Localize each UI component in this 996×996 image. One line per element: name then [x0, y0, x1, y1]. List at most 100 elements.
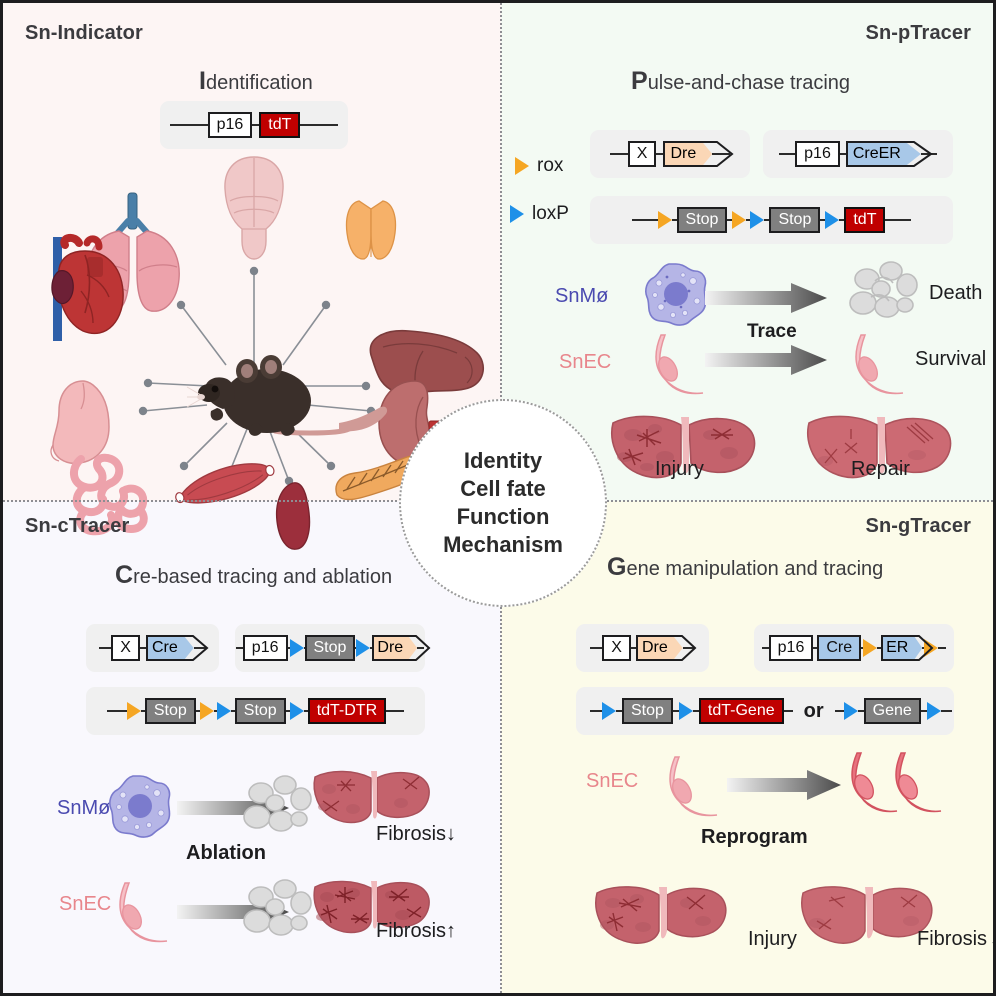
cassette-p-p16-creer: p16 CreER — [763, 130, 953, 178]
gene-box-stop-2: Stop — [769, 207, 821, 233]
cassette-g-x-dre: X Dre — [576, 624, 709, 672]
legend-rox: rox — [515, 155, 563, 177]
cells-snec-reprogrammed-icon — [851, 752, 942, 813]
heading-gene-manipulation-cap: G — [607, 553, 627, 581]
legend-rox-label: rox — [537, 155, 564, 176]
center-line-4: Mechanism — [443, 532, 563, 558]
organ-spleen — [275, 482, 311, 550]
reprogram-arrow-icon — [727, 770, 841, 800]
label-snmo-ptracer: SnMø — [555, 285, 609, 307]
loxp-triangle-icon — [825, 211, 840, 229]
rox-triangle-icon — [657, 211, 672, 229]
gene-pent-creer-label: CreER — [852, 145, 901, 162]
gene-box-x: X — [627, 141, 657, 167]
gene-box-cre-g: Cre — [817, 635, 862, 661]
trace-arrow-2-icon — [705, 345, 827, 375]
cell-snec-survival-icon — [855, 334, 904, 395]
organ-brain — [224, 156, 284, 260]
gene-pent-dre: Dre — [663, 141, 735, 167]
label-injury-gtracer: Injury — [748, 928, 797, 950]
gene-pent-er: ER — [881, 635, 934, 661]
gene-box-p16-c: p16 — [242, 635, 288, 661]
loxp-triangle-icon — [843, 702, 858, 720]
gene-box-stop-c3: Stop — [234, 698, 286, 724]
gene-pent-cre-label: Cre — [151, 639, 178, 656]
heading-identification: Identification — [199, 67, 313, 96]
loxp-triangle-icon — [926, 702, 941, 720]
heading-pulse-chase: Pulse-and-chase tracing — [631, 67, 850, 96]
trace-arrow-1-icon — [705, 283, 827, 313]
organ-thyroid — [345, 200, 397, 260]
cassette-c-p16-dre: p16 Stop Dre — [235, 624, 431, 672]
cassette-indicator: p16 tdT — [160, 101, 348, 149]
heading-pulse-chase-cap: P — [631, 67, 648, 95]
label-fibrosis-down: Fibrosis↓ — [376, 823, 456, 846]
heading-identification-cap: I — [199, 67, 206, 95]
liver-fibrosis-up-icon — [313, 880, 430, 934]
cell-snmo-icon — [645, 263, 707, 326]
gene-box-p16-g: p16 — [768, 635, 814, 661]
rox-triangle-icon — [515, 157, 529, 175]
title-sn-gtracer: Sn-gTracer — [865, 515, 971, 537]
heading-gene-manipulation: Gene manipulation and tracing — [607, 553, 883, 582]
label-fibrosis-gtracer: Fibrosis↓ — [917, 928, 993, 951]
rox-triangle-icon — [863, 639, 878, 657]
rox-triangle-icon — [126, 702, 141, 720]
label-repair: Repair — [851, 458, 910, 480]
cassette-g-p16-cre-er: p16 Cre ER — [754, 624, 954, 672]
cassette-p-x-dre: X Dre — [590, 130, 750, 178]
gene-pent-cre: Cre — [145, 635, 209, 661]
gene-pent-dre-c-label: Dre — [377, 639, 404, 656]
heading-pulse-chase-rest: ulse-and-chase tracing — [647, 72, 851, 94]
heading-cre-based-cap: C — [115, 561, 134, 589]
animal-mouse — [186, 355, 388, 436]
fibrosis-text-2: Fibrosis — [376, 920, 447, 942]
rox-triangle-icon — [732, 211, 747, 229]
organ-stomach — [50, 380, 110, 465]
heading-gene-manipulation-rest: ene manipulation and tracing — [626, 558, 884, 580]
title-sn-indicator: Sn-Indicator — [25, 22, 143, 44]
loxp-triangle-icon — [356, 639, 371, 657]
gene-box-p16: p16 — [207, 112, 253, 138]
label-ablation: Ablation — [186, 842, 266, 864]
arrow-down-icon: ↓ — [987, 928, 993, 950]
gene-box-p16-p: p16 — [795, 141, 840, 167]
dead-cell-debris-icon-2 — [243, 775, 312, 832]
legend-loxp: loxP — [510, 203, 569, 225]
gene-box-tdt-dtr: tdT-DTR — [307, 698, 387, 724]
label-death: Death — [929, 282, 983, 304]
organ-liver-right — [369, 330, 484, 395]
gene-box-x-g: X — [602, 635, 631, 661]
label-reprogram: Reprogram — [701, 826, 808, 848]
dead-cell-debris-icon-3 — [243, 879, 312, 936]
label-snec-ptracer: SnEC — [559, 351, 612, 373]
label-fibrosis-up: Fibrosis↑ — [376, 920, 456, 943]
loxp-triangle-icon — [289, 639, 304, 657]
organ-muscle — [175, 463, 275, 504]
dead-cell-debris-icon — [849, 261, 918, 318]
heading-cre-based-rest: re-based tracing and ablation — [133, 566, 393, 588]
label-injury-ptracer: Injury — [655, 458, 704, 480]
liver-injury-g-icon — [595, 886, 727, 944]
liver-repair-icon — [807, 415, 952, 479]
legend-loxp-label: loxP — [532, 203, 569, 224]
cell-snec-icon-2 — [119, 882, 168, 943]
center-circle: Identity Cell fate Function Mechanism — [399, 399, 607, 607]
center-line-3: Function — [456, 504, 550, 529]
label-or: or — [803, 699, 824, 722]
organ-heart — [51, 234, 124, 341]
center-line-2: Cell fate — [460, 475, 546, 501]
gene-box-x-c: X — [111, 635, 140, 661]
gene-box-tdt-gene: tdT-Gene — [698, 698, 784, 724]
liver-fibrosis-g-icon — [801, 886, 933, 944]
gene-pent-er-label: ER — [886, 639, 909, 656]
heading-identification-rest: dentification — [205, 72, 313, 94]
rox-triangle-icon — [924, 639, 939, 657]
loxp-triangle-icon — [678, 702, 693, 720]
cassette-g-reporter: Stop tdT-Gene or Gene — [576, 687, 954, 735]
loxp-triangle-icon — [216, 702, 231, 720]
gene-pent-dre-label: Dre — [670, 145, 697, 162]
loxp-triangle-icon — [510, 205, 524, 223]
label-snmo-ctracer: SnMø — [57, 797, 111, 819]
